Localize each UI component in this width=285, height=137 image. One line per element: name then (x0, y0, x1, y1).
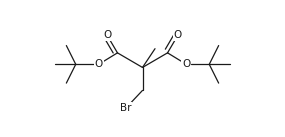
Text: Br: Br (120, 103, 132, 113)
Text: O: O (182, 59, 190, 69)
Text: O: O (95, 59, 103, 69)
Text: O: O (103, 30, 111, 40)
Text: O: O (174, 30, 182, 40)
